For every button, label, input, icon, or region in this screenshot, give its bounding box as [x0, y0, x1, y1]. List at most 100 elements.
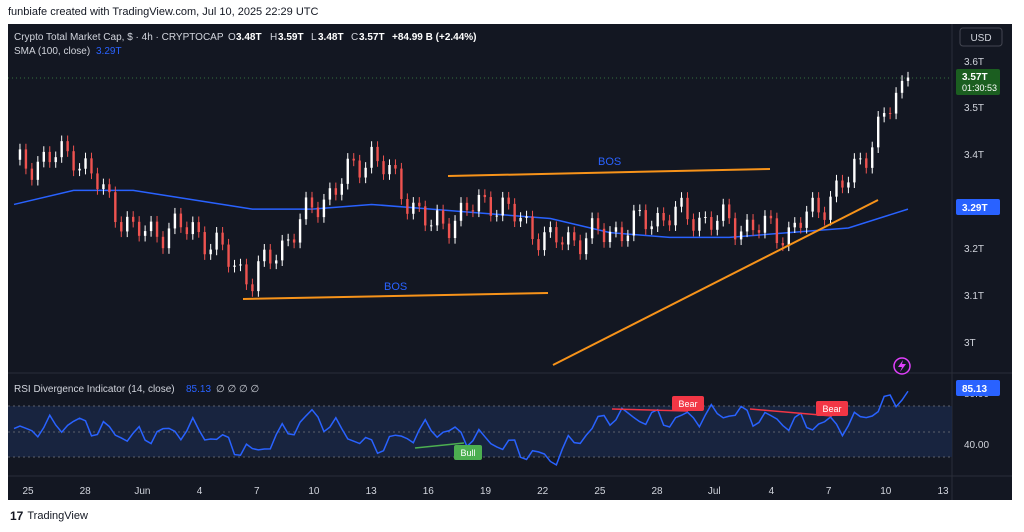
- chart-svg[interactable]: Crypto Total Market Cap, $ · 4h · CRYPTO…: [8, 24, 1012, 500]
- candle-body: [197, 222, 200, 233]
- candle-body: [763, 215, 767, 233]
- candle-body: [471, 210, 475, 212]
- candle-body: [745, 219, 749, 232]
- rsi-value: 85.13: [186, 384, 211, 395]
- candle-body: [286, 239, 290, 241]
- ohlc-low: 3.48T: [318, 32, 344, 43]
- candle-body: [739, 231, 743, 240]
- candle-body: [847, 182, 850, 188]
- candle-body: [757, 230, 761, 233]
- candle-body: [30, 168, 34, 180]
- chart-caption: funbiafe created with TradingView.com, J…: [8, 6, 319, 18]
- candle-body: [632, 210, 636, 236]
- candle-body: [48, 151, 51, 163]
- lightning-icon[interactable]: [893, 357, 911, 375]
- candle-body: [376, 146, 379, 162]
- candle-body: [698, 217, 701, 231]
- candle-body: [555, 227, 558, 243]
- candle-body: [173, 213, 177, 229]
- footer-brand[interactable]: 17 TradingView: [10, 509, 88, 523]
- candle-body: [710, 217, 713, 230]
- bull-divergence-line: [414, 442, 465, 449]
- time-tick: 25: [594, 486, 606, 497]
- candle-body: [662, 212, 665, 221]
- ohlc-close-label: C: [351, 32, 358, 43]
- candle-body: [513, 203, 516, 222]
- bos-upper-line[interactable]: [447, 168, 771, 177]
- candle-body: [203, 232, 206, 255]
- candle-body: [382, 161, 385, 175]
- candle-body: [263, 249, 266, 262]
- candle-body: [155, 221, 159, 237]
- candle-body: [453, 220, 457, 239]
- rsi-label: RSI Divergence Indicator (14, close): [14, 384, 175, 395]
- time-tick: 4: [197, 486, 203, 497]
- candle-body: [871, 147, 874, 168]
- candle-body: [638, 210, 641, 212]
- candle-body: [656, 212, 659, 227]
- candle-body: [388, 165, 391, 175]
- candle-body: [447, 223, 451, 239]
- candle-body: [120, 222, 123, 232]
- candle-body: [310, 197, 314, 208]
- price-tick: 3.5T: [964, 103, 984, 114]
- symbol-line: Crypto Total Market Cap, $ · 4h · CRYPTO…: [14, 32, 224, 43]
- bear-label-2: Bear: [822, 404, 841, 414]
- candle-body: [245, 264, 248, 285]
- candle-body: [549, 227, 552, 233]
- bear-badge-2: Bear: [816, 401, 848, 416]
- candle-body: [78, 168, 81, 171]
- candle-body: [430, 225, 433, 227]
- bos-lower-line[interactable]: [242, 292, 549, 300]
- currency-label: USD: [970, 33, 991, 44]
- candle-body: [650, 226, 653, 230]
- time-tick: Jul: [708, 486, 721, 497]
- sma-label: SMA (100, close): [14, 46, 90, 57]
- candle-body: [608, 231, 612, 243]
- candle-body: [102, 184, 105, 190]
- candle-body: [692, 219, 695, 231]
- candle-body: [596, 218, 600, 229]
- sma-price-tag: 3.29T: [956, 199, 1000, 215]
- candle-body: [459, 202, 463, 221]
- currency-button[interactable]: USD: [959, 27, 1003, 47]
- ascending-trendline[interactable]: [552, 199, 879, 366]
- candle-body: [60, 141, 63, 158]
- candle-body: [894, 92, 898, 114]
- candle-body: [435, 210, 439, 226]
- candle-body: [418, 202, 421, 207]
- time-tick: 4: [769, 486, 775, 497]
- candle-body: [841, 180, 844, 188]
- candle-body: [525, 216, 528, 218]
- candle-body: [90, 158, 93, 174]
- last-price-tag: 3.57T 01:30:53: [956, 69, 1000, 95]
- candle-body: [149, 221, 153, 232]
- candle-body: [179, 213, 183, 228]
- price-tick: 3.6T: [964, 57, 984, 68]
- candle-body: [114, 192, 117, 223]
- rsi-layer: [13, 390, 909, 466]
- candle-body: [126, 216, 129, 232]
- candle-body: [543, 232, 546, 251]
- candle-body: [853, 158, 856, 183]
- countdown: 01:30:53: [962, 83, 997, 93]
- candle-body: [477, 194, 481, 212]
- bear-badge-1: Bear: [672, 396, 704, 411]
- candle-body: [704, 217, 707, 219]
- ohlc-open: 3.48T: [236, 32, 262, 43]
- candle-body: [519, 217, 522, 222]
- candle-body: [733, 218, 737, 240]
- candle-body: [24, 149, 28, 169]
- candle-body: [495, 215, 498, 217]
- candle-body: [298, 219, 302, 243]
- price-tick: 3.1T: [964, 291, 984, 302]
- time-tick: 7: [254, 486, 260, 497]
- tradingview-logo-icon: 17: [10, 509, 24, 523]
- candle-body: [531, 216, 534, 240]
- candle-body: [686, 197, 689, 220]
- candle-body: [185, 227, 189, 235]
- candle-body: [251, 284, 254, 292]
- time-tick: 16: [423, 486, 435, 497]
- candle-body: [54, 157, 57, 163]
- candle-body: [489, 197, 492, 216]
